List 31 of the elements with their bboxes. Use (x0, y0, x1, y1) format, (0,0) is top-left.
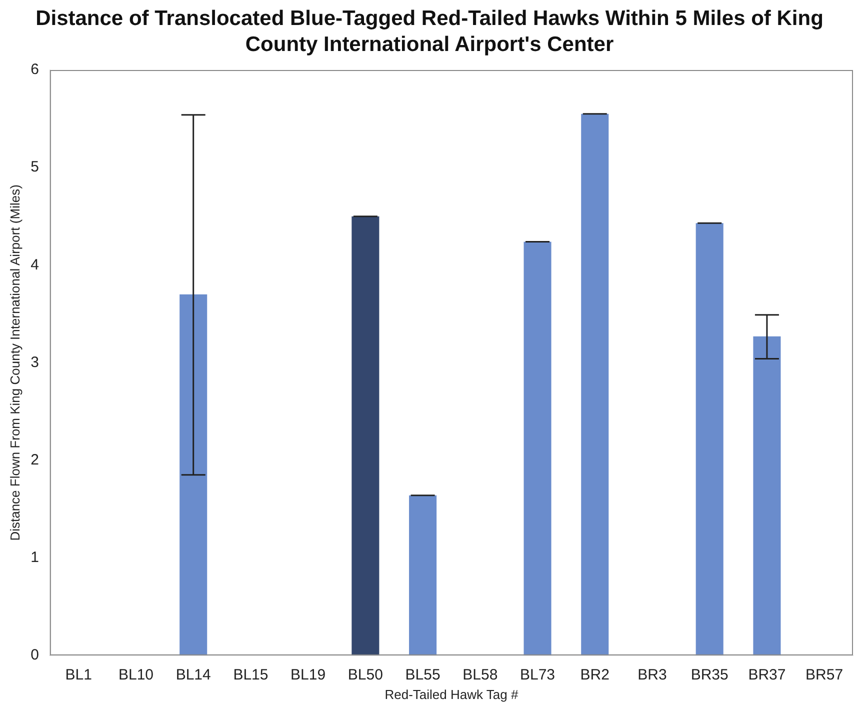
y-tick-label: 3 (30, 354, 39, 371)
bar (524, 242, 552, 656)
x-tick-label: BL19 (290, 666, 326, 684)
x-axis-title: Red-Tailed Hawk Tag # (384, 686, 519, 702)
x-tick-label: BL58 (462, 666, 498, 684)
bar (581, 114, 609, 656)
x-tick-label: BR2 (580, 666, 610, 684)
bar (696, 223, 724, 656)
x-tick-label: BL15 (233, 666, 268, 684)
y-tick-label: 1 (30, 548, 39, 566)
bar (180, 294, 208, 656)
y-tick-label: 2 (30, 451, 39, 468)
y-tick-label: 6 (30, 61, 39, 78)
bar (753, 336, 781, 656)
x-tick-label: BL14 (176, 666, 211, 684)
x-tick-label: BR35 (690, 666, 728, 684)
y-tick-label: 0 (30, 646, 39, 664)
y-tick-label: 5 (30, 158, 39, 176)
x-tick-label: BL73 (520, 666, 556, 684)
x-tick-label: BL1 (65, 666, 92, 684)
x-tick-label: BL50 (348, 666, 383, 684)
x-tick-label: BL55 (405, 666, 440, 684)
y-axis-title: Distance Flown From King County International Airport (Miles) (7, 184, 22, 541)
bar (409, 495, 437, 656)
x-tick-label: BR3 (638, 666, 667, 684)
x-tick-label: BR37 (748, 666, 786, 684)
bar (352, 216, 380, 656)
chart-title: Distance of Translocated Blue-Tagged Red-Tailed Hawks Within 5 Miles of King County International Airport's Center (34, 6, 824, 58)
x-tick-label: BL10 (118, 666, 154, 684)
x-tick-label: BR57 (806, 666, 844, 684)
y-tick-label: 4 (30, 256, 39, 274)
